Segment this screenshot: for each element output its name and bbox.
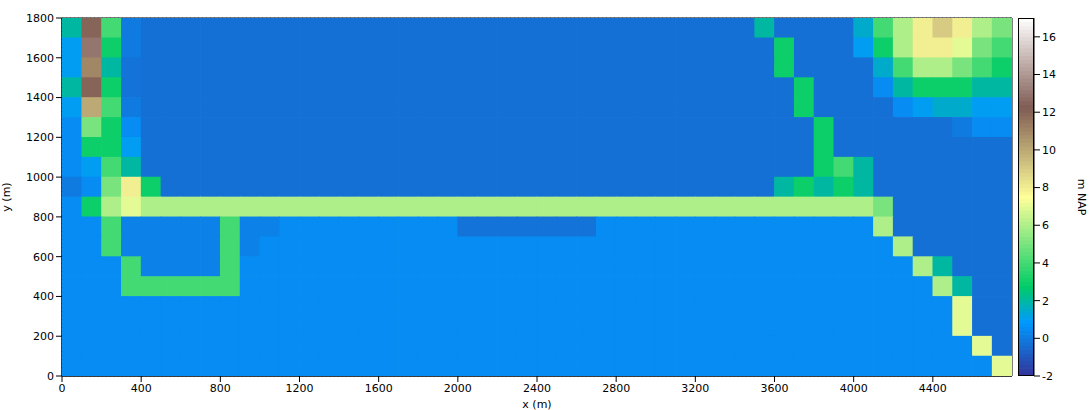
svg-text:2: 2 [1042,295,1049,308]
svg-text:600: 600 [33,251,54,264]
svg-text:12: 12 [1042,106,1056,119]
svg-text:1400: 1400 [26,91,54,104]
svg-text:1800: 1800 [26,12,54,25]
svg-text:14: 14 [1042,68,1056,81]
svg-text:0: 0 [1042,332,1049,345]
svg-text:1200: 1200 [26,131,54,144]
svg-text:16: 16 [1042,31,1056,44]
svg-text:y (m): y (m) [0,182,13,211]
svg-text:4400: 4400 [919,382,947,395]
svg-text:-2: -2 [1042,370,1053,383]
svg-text:400: 400 [33,290,54,303]
svg-text:800: 800 [33,211,54,224]
svg-text:0: 0 [47,370,54,383]
svg-text:x (m): x (m) [522,398,551,410]
svg-text:3200: 3200 [681,382,709,395]
svg-text:1200: 1200 [286,382,314,395]
svg-text:3600: 3600 [761,382,789,395]
svg-text:2800: 2800 [602,382,630,395]
svg-text:4: 4 [1042,257,1049,270]
svg-text:200: 200 [33,330,54,343]
svg-text:10: 10 [1042,144,1056,157]
svg-text:2000: 2000 [444,382,472,395]
svg-text:8: 8 [1042,181,1049,194]
svg-text:1000: 1000 [26,171,54,184]
svg-text:800: 800 [210,382,231,395]
svg-text:2400: 2400 [523,382,551,395]
svg-text:1600: 1600 [365,382,393,395]
svg-text:4000: 4000 [840,382,868,395]
svg-text:0: 0 [59,382,66,395]
svg-text:400: 400 [131,382,152,395]
svg-text:m NAP: m NAP [1075,179,1088,216]
svg-text:1600: 1600 [26,52,54,65]
svg-text:6: 6 [1042,219,1049,232]
